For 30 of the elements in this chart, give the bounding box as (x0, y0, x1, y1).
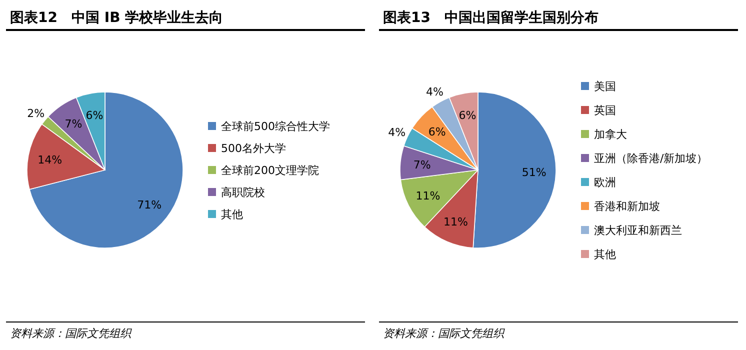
legend-label: 其他 (594, 248, 616, 261)
legend-label: 英国 (594, 104, 616, 117)
legend-label: 全球前200文理学院 (221, 164, 319, 177)
data-label: 7% (64, 118, 82, 131)
text: 资料来源：国际文凭组织 (383, 327, 505, 340)
legend-label: 澳大利亚和新西兰 (594, 224, 682, 237)
data-label: 7% (413, 158, 431, 172)
chart-title: 图表12 中国 IB 学校毕业生去向 (10, 10, 224, 26)
data-label: 71% (137, 198, 162, 212)
legend-label: 其他 (221, 208, 243, 221)
legend-label: 亚洲（除香港/新加坡） (594, 152, 708, 165)
data-label: 6% (428, 126, 446, 139)
data-label: 11% (416, 189, 440, 202)
legend-label: 全球前500综合性大学 (221, 120, 330, 133)
data-label: 11% (443, 216, 468, 229)
legend-label: 加拿大 (594, 128, 627, 141)
chart-title: 图表13 中国出国留学生国别分布 (383, 10, 598, 26)
legend-label: 美国 (594, 80, 616, 93)
data-label: 6% (86, 108, 104, 122)
legend-label: 500名外大学 (221, 142, 286, 155)
data-label: 4% (426, 85, 444, 98)
data-label: 4% (388, 126, 406, 139)
data-label: 6% (458, 108, 476, 122)
legend-label: 欧洲 (594, 176, 616, 189)
data-label: 14% (38, 153, 62, 166)
legend-label: 高职院校 (221, 186, 265, 199)
legend-label: 香港和新加坡 (594, 200, 660, 213)
text: 资料来源：国际文凭组织 (10, 327, 132, 340)
data-label: 2% (27, 106, 45, 120)
data-label: 51% (522, 166, 546, 179)
